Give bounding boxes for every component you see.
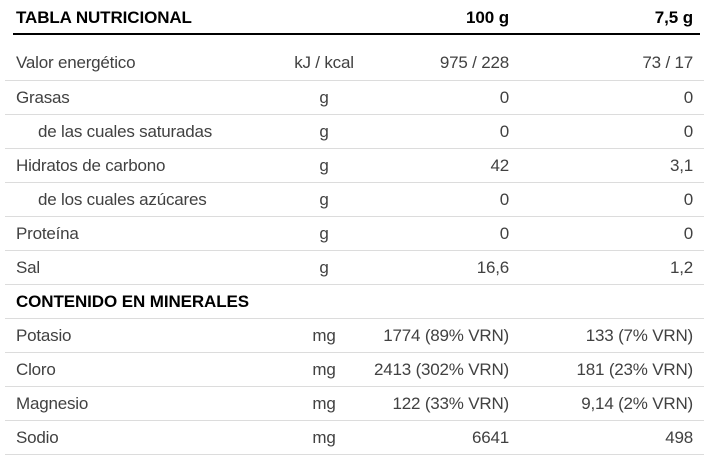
row-value-7-5g: 133 (7% VRN) — [585, 326, 693, 345]
row-value-7-5g: 498 — [665, 428, 693, 447]
row-value-100g: 975 / 228 — [439, 52, 509, 72]
row-unit: mg — [312, 428, 336, 447]
row-unit: g — [319, 88, 329, 107]
row-label: Valor energético — [16, 52, 136, 72]
row-label: Magnesio — [16, 394, 89, 413]
row-value-100g: 0 — [499, 122, 509, 141]
table-row: Proteína g 0 0 — [0, 217, 714, 251]
row-value-100g: 0 — [499, 224, 509, 243]
row-value-100g: 1774 (89% VRN) — [383, 326, 509, 345]
table-row: Magnesio mg 122 (33% VRN) 9,14 (2% VRN) — [0, 387, 714, 421]
table-row: de los cuales azúcares g 0 0 — [0, 183, 714, 217]
row-value-7-5g: 73 / 17 — [642, 52, 693, 72]
row-label: Proteína — [16, 224, 79, 243]
table-title: TABLA NUTRICIONAL — [16, 7, 192, 27]
row-value-100g: 122 (33% VRN) — [392, 394, 510, 413]
row-label: de los cuales azúcares — [38, 190, 207, 209]
row-unit: g — [319, 156, 329, 175]
row-unit: g — [319, 258, 329, 277]
row-value-7-5g: 0 — [683, 190, 693, 209]
section-header-row: CONTENIDO EN MINERALES — [0, 285, 714, 319]
row-unit: g — [319, 224, 329, 243]
row-label: Sodio — [16, 428, 59, 447]
row-label: Potasio — [16, 326, 72, 345]
row-label: de las cuales saturadas — [38, 122, 213, 141]
table-row: Sodio mg 6641 498 — [0, 421, 714, 455]
column-header-100g: 100 g — [466, 7, 509, 27]
row-value-7-5g: 0 — [683, 88, 693, 107]
row-value-7-5g: 0 — [683, 122, 693, 141]
table-row: Potasio mg 1774 (89% VRN) 133 (7% VRN) — [0, 319, 714, 353]
row-value-7-5g: 0 — [683, 224, 693, 243]
row-label: Hidratos de carbono — [16, 156, 166, 175]
row-label: Grasas — [16, 88, 70, 107]
row-label: Cloro — [16, 360, 56, 379]
row-value-100g: 16,6 — [476, 258, 509, 277]
row-value-7-5g: 9,14 (2% VRN) — [581, 394, 693, 413]
row-value-100g: 0 — [499, 88, 509, 107]
row-value-7-5g: 1,2 — [669, 258, 693, 277]
row-unit: mg — [312, 394, 336, 413]
row-label: Sal — [16, 258, 40, 277]
section-header-title: CONTENIDO EN MINERALES — [16, 292, 249, 311]
table-row: Hidratos de carbono g 42 3,1 — [0, 149, 714, 183]
row-value-100g: 42 — [490, 156, 509, 175]
row-value-100g: 6641 — [471, 428, 509, 447]
table-row: Valor energético kJ / kcal 975 / 228 73 … — [0, 35, 714, 81]
row-value-7-5g: 181 (23% VRN) — [576, 360, 694, 379]
table-header-row: TABLA NUTRICIONAL 100 g 7,5 g — [0, 0, 714, 35]
table-row: Cloro mg 2413 (302% VRN) 181 (23% VRN) — [0, 353, 714, 387]
table-row: de las cuales saturadas g 0 0 — [0, 115, 714, 149]
table-row: Sal g 16,6 1,2 — [0, 251, 714, 285]
row-unit: g — [319, 190, 329, 209]
row-unit: mg — [312, 326, 336, 345]
row-value-7-5g: 3,1 — [669, 156, 693, 175]
table-row: Grasas g 0 0 — [0, 81, 714, 115]
row-value-100g: 0 — [499, 190, 509, 209]
row-unit: g — [319, 122, 329, 141]
column-header-7-5g: 7,5 g — [654, 7, 693, 27]
row-unit: mg — [312, 360, 336, 379]
row-unit: kJ / kcal — [294, 52, 354, 72]
row-value-100g: 2413 (302% VRN) — [374, 360, 509, 379]
